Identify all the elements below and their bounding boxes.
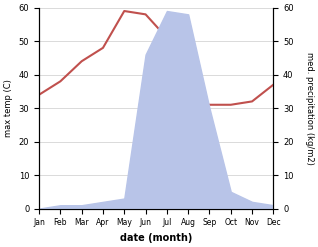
Y-axis label: max temp (C): max temp (C) bbox=[4, 79, 13, 137]
X-axis label: date (month): date (month) bbox=[120, 233, 192, 243]
Y-axis label: med. precipitation (kg/m2): med. precipitation (kg/m2) bbox=[305, 52, 314, 165]
